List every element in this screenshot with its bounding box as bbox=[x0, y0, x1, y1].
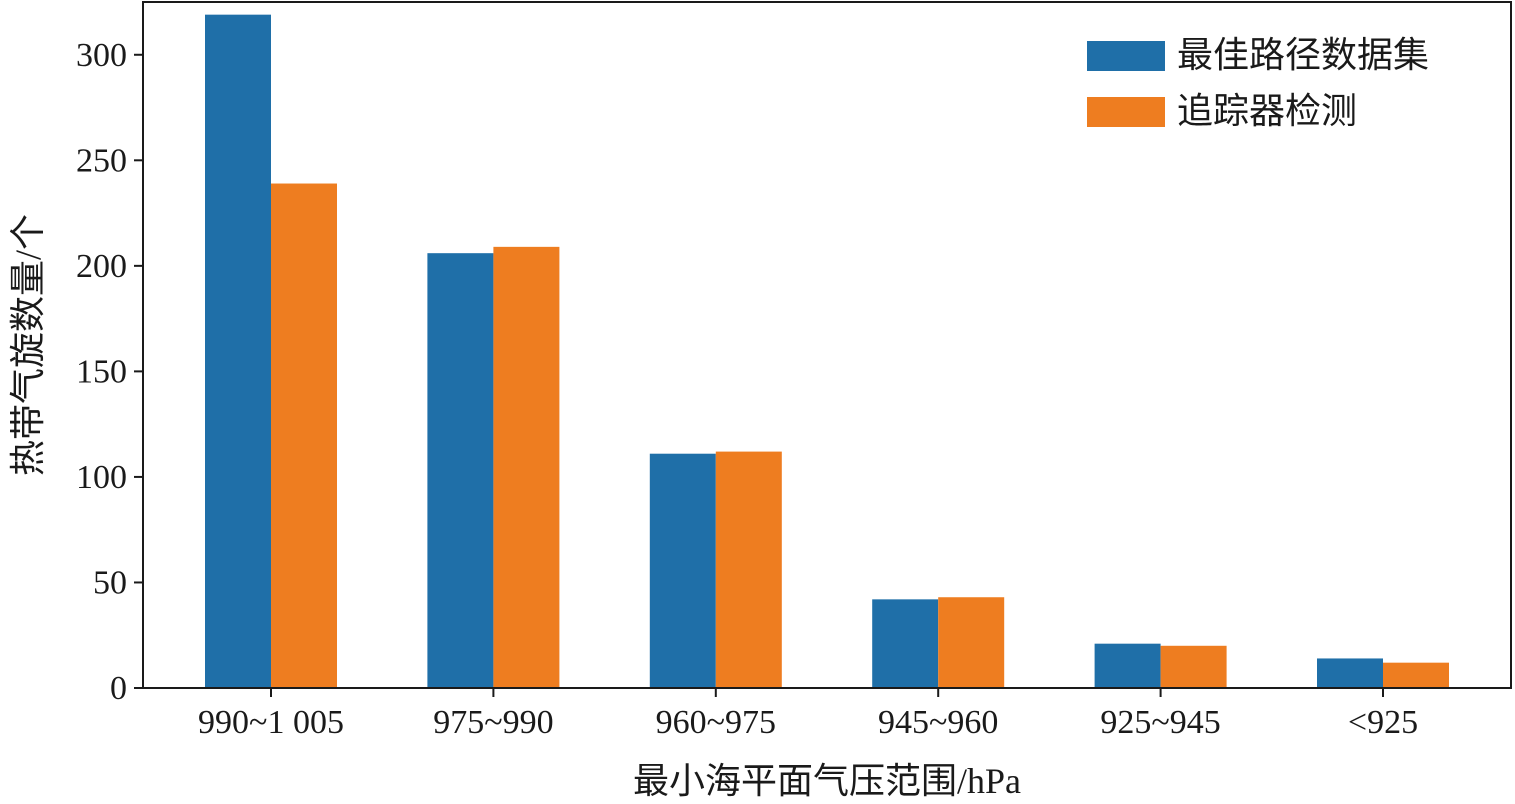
bar bbox=[1383, 662, 1449, 688]
bar bbox=[271, 183, 337, 688]
y-tick-label: 0 bbox=[110, 670, 127, 707]
y-tick-label: 50 bbox=[93, 564, 127, 601]
x-axis-title: 最小海平面气压范围/hPa bbox=[633, 761, 1021, 801]
bar bbox=[649, 453, 716, 688]
bar bbox=[1094, 643, 1161, 688]
x-tick-label: 925~945 bbox=[1100, 704, 1220, 741]
x-tick-label: 960~975 bbox=[656, 704, 776, 741]
x-axis: 990~1 005 975~990 960~975 945~960 925~945 <92… bbox=[198, 688, 1418, 741]
x-tick-label: 975~990 bbox=[433, 704, 553, 741]
bar bbox=[938, 597, 1005, 688]
bar bbox=[493, 246, 560, 688]
legend-swatch bbox=[1087, 41, 1165, 71]
bar bbox=[1160, 645, 1227, 688]
y-tick-label: 150 bbox=[76, 353, 127, 390]
bar bbox=[715, 451, 782, 688]
legend-label: 追踪器检测 bbox=[1177, 91, 1357, 131]
bars-layer bbox=[205, 14, 1449, 689]
y-axis: 0 50 100 150 200 250 300 bbox=[76, 37, 143, 707]
plot-frame bbox=[142, 1, 1512, 689]
bar bbox=[205, 14, 271, 689]
x-tick-label: 945~960 bbox=[878, 704, 998, 741]
legend-label: 最佳路径数据集 bbox=[1177, 35, 1429, 75]
bar bbox=[427, 253, 494, 689]
bar bbox=[1317, 658, 1383, 688]
y-axis-title: 热带气旋数量/个 bbox=[8, 214, 48, 476]
y-tick-label: 100 bbox=[76, 459, 127, 496]
x-tick-label: <925 bbox=[1348, 704, 1418, 741]
y-tick-label: 250 bbox=[76, 142, 127, 179]
x-tick-label: 990~1 005 bbox=[198, 704, 344, 741]
y-tick-label: 300 bbox=[76, 37, 127, 74]
bar bbox=[872, 599, 939, 688]
y-tick-label: 200 bbox=[76, 248, 127, 285]
legend-swatch bbox=[1087, 97, 1165, 127]
